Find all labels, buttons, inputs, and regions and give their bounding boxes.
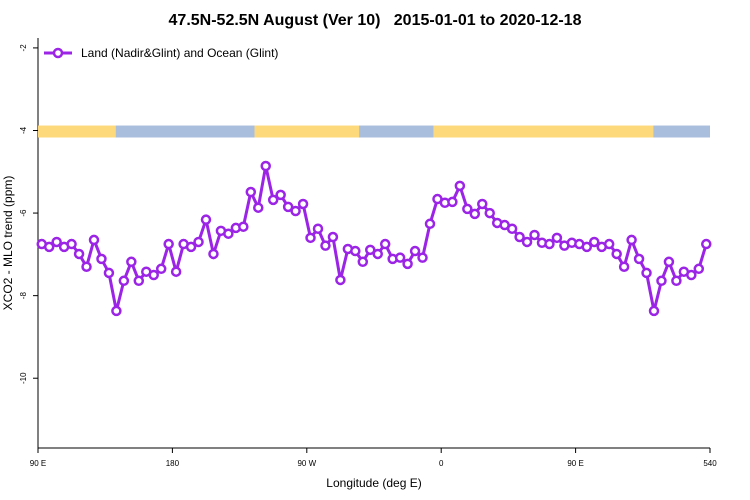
data-point: [394, 252, 406, 263]
data-point: [155, 263, 167, 275]
x-tick-label: 90 E: [30, 459, 46, 468]
data-point: [43, 241, 55, 253]
data-point: [170, 266, 182, 277]
data-point: [126, 256, 137, 268]
data-point: [118, 275, 130, 287]
data-point: [208, 248, 219, 260]
data-point: [275, 189, 286, 201]
series-line: [41, 165, 708, 312]
data-point: [693, 263, 705, 275]
data-point: [641, 267, 652, 279]
y-tick-label: -10: [19, 372, 28, 384]
data-point: [551, 232, 563, 244]
data-point: [514, 231, 525, 243]
data-point: [633, 253, 645, 265]
data-point: [88, 234, 100, 246]
surface-segment: [115, 125, 255, 138]
data-point: [372, 248, 383, 260]
data-point: [469, 208, 481, 220]
surface-segment: [359, 125, 434, 138]
data-point: [163, 238, 174, 250]
data-point: [379, 238, 391, 250]
legend-marker: [52, 47, 64, 59]
data-point: [282, 201, 294, 213]
data-point: [200, 214, 212, 225]
x-tick-label: 540: [703, 459, 717, 468]
surface-segment: [254, 125, 360, 138]
y-tick-label: -8: [19, 292, 28, 300]
y-tick-label: -4: [19, 126, 28, 134]
data-point: [447, 196, 458, 208]
data-point: [111, 305, 122, 317]
data-point: [223, 228, 234, 239]
data-point: [581, 241, 593, 253]
data-point: [671, 275, 682, 287]
data-point: [424, 218, 436, 230]
data-point: [409, 245, 421, 257]
data-point: [365, 244, 376, 256]
data-point: [350, 245, 361, 257]
data-point: [484, 207, 495, 219]
data-point: [327, 231, 339, 243]
chart-title: 47.5N-52.5N August (Ver 10) 2015-01-01 t…: [169, 12, 582, 29]
y-tick-label: -6: [19, 209, 28, 217]
x-tick-label: 0: [439, 459, 444, 468]
data-point: [506, 223, 518, 235]
data-point: [603, 238, 615, 250]
data-point: [51, 236, 62, 248]
data-point: [521, 236, 533, 248]
y-tick-label: -2: [19, 44, 28, 52]
y-axis-title: XCO2 - MLO trend (ppm): [1, 176, 15, 311]
data-point: [73, 248, 85, 260]
data-point: [312, 223, 324, 235]
data-point: [663, 256, 675, 268]
data-point: [417, 252, 428, 263]
x-axis-title: Longitude (deg E): [326, 476, 421, 490]
data-point: [618, 261, 630, 272]
data-point: [185, 241, 197, 253]
data-point: [477, 198, 488, 210]
data-point: [290, 205, 301, 217]
data-point: [656, 275, 667, 287]
data-point: [402, 258, 413, 270]
x-tick-label: 90 W: [297, 459, 316, 468]
data-point: [686, 269, 697, 281]
data-point: [626, 234, 637, 246]
data-point: [238, 221, 249, 232]
data-point: [701, 238, 712, 250]
legend-label: Land (Nadir&Glint) and Ocean (Glint): [81, 46, 278, 60]
data-point: [297, 198, 309, 210]
surface-segment: [433, 125, 654, 138]
data-point: [305, 232, 316, 244]
data-point: [529, 229, 540, 241]
data-point: [133, 275, 145, 287]
data-point: [193, 236, 204, 248]
data-point: [648, 305, 660, 317]
data-point: [611, 248, 622, 260]
data-point: [544, 238, 555, 250]
data-point: [267, 194, 279, 206]
data-point: [454, 180, 466, 192]
data-point: [96, 253, 107, 265]
data-point: [357, 256, 369, 268]
surface-segment: [38, 125, 116, 138]
x-tick-label: 180: [166, 459, 180, 468]
data-point: [66, 238, 77, 250]
data-point: [103, 267, 115, 279]
data-point: [253, 202, 264, 213]
data-point: [462, 203, 473, 215]
data-point: [335, 274, 346, 286]
data-point: [589, 236, 600, 248]
data-point: [81, 261, 92, 272]
data-point: [245, 186, 257, 198]
data-point: [148, 269, 159, 281]
x-tick-label: 90 E: [567, 459, 583, 468]
data-point: [260, 160, 271, 172]
data-point: [320, 240, 331, 251]
surface-segment: [653, 125, 710, 138]
